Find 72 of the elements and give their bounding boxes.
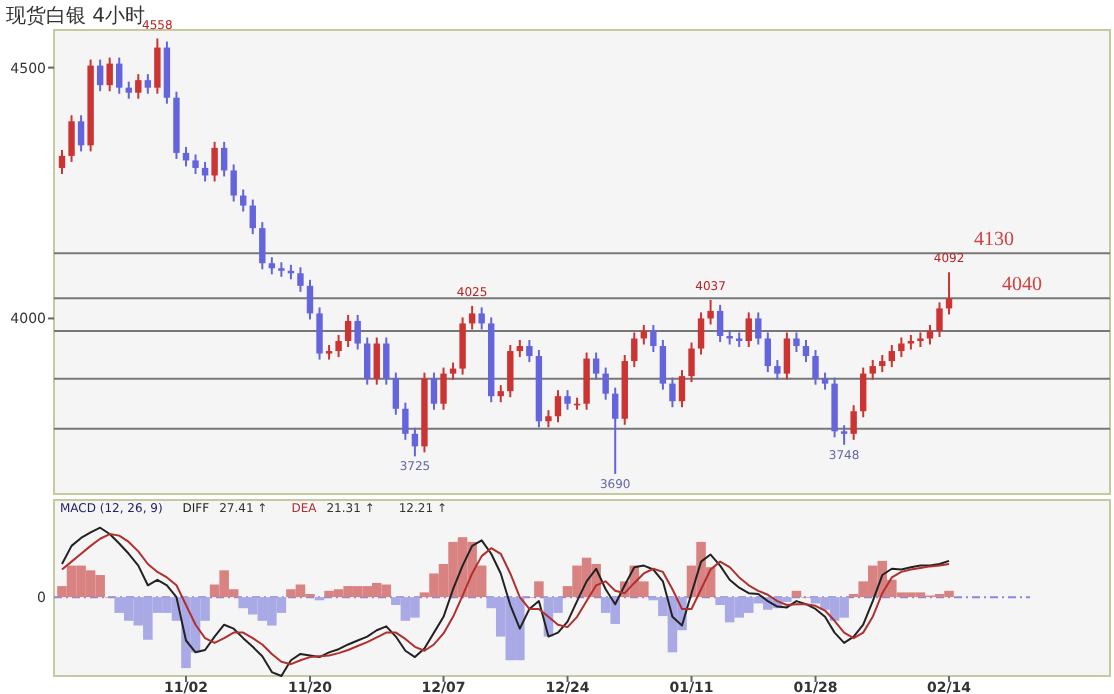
candlestick bbox=[392, 371, 400, 416]
candlestick bbox=[678, 369, 686, 409]
candlestick bbox=[335, 333, 342, 359]
candlestick bbox=[850, 404, 857, 441]
candlestick bbox=[306, 278, 314, 321]
candlestick bbox=[154, 37, 161, 95]
ref-line-label: 4130 bbox=[974, 229, 1014, 252]
candlestick bbox=[831, 376, 838, 439]
candlestick bbox=[259, 221, 266, 271]
candlestick bbox=[783, 331, 791, 381]
candlestick bbox=[802, 339, 810, 364]
candlestick bbox=[192, 153, 199, 175]
candlestick bbox=[440, 366, 447, 411]
candlestick bbox=[230, 163, 237, 203]
candlestick bbox=[583, 351, 590, 411]
candlestick bbox=[344, 313, 352, 349]
candlestick bbox=[755, 311, 762, 346]
candlestick bbox=[945, 271, 953, 316]
chart-title: 现货白银 4小时 bbox=[6, 4, 146, 28]
candlestick bbox=[936, 301, 943, 338]
candlestick bbox=[707, 298, 714, 326]
candlestick bbox=[812, 349, 819, 386]
candlestick bbox=[554, 389, 562, 424]
candlestick bbox=[774, 359, 781, 381]
candlestick bbox=[860, 366, 867, 419]
candlestick bbox=[478, 306, 485, 331]
candlestick bbox=[220, 140, 228, 178]
candlestick bbox=[68, 114, 75, 163]
candlestick bbox=[373, 336, 380, 386]
candlestick bbox=[564, 389, 571, 411]
candlestick bbox=[468, 304, 476, 331]
candlestick bbox=[764, 331, 772, 374]
candlestick bbox=[650, 323, 657, 354]
candlestick bbox=[659, 339, 667, 391]
candlestick bbox=[888, 344, 896, 369]
candlestick bbox=[612, 386, 619, 475]
candlestick bbox=[297, 266, 304, 293]
candlestick bbox=[745, 311, 752, 349]
candlestick bbox=[58, 148, 66, 175]
candlestick bbox=[144, 73, 152, 95]
candlestick bbox=[716, 303, 724, 344]
candlestick bbox=[507, 344, 514, 399]
candlestick bbox=[249, 198, 256, 236]
candlestick bbox=[411, 426, 419, 458]
candlestick bbox=[106, 56, 113, 93]
candlestick bbox=[526, 339, 533, 364]
candlestick bbox=[669, 376, 676, 409]
candlestick bbox=[77, 114, 85, 153]
candlestick bbox=[688, 341, 695, 384]
candlestick bbox=[402, 401, 409, 441]
candlestick bbox=[602, 366, 609, 401]
candlestick bbox=[592, 351, 600, 381]
candlestick bbox=[240, 188, 247, 213]
bar bbox=[534, 581, 544, 598]
candlestick bbox=[135, 73, 142, 100]
candlestick bbox=[430, 371, 438, 411]
candlestick bbox=[898, 336, 905, 359]
candlestick bbox=[869, 359, 876, 381]
candlestick bbox=[459, 316, 466, 376]
candlestick bbox=[697, 311, 705, 356]
candlestick bbox=[116, 56, 123, 95]
candlestick bbox=[211, 140, 218, 183]
candlestick bbox=[383, 336, 390, 386]
candlestick bbox=[354, 313, 361, 351]
candlestick bbox=[631, 331, 638, 369]
ref-line-label: 4040 bbox=[1002, 274, 1042, 297]
candlestick bbox=[793, 331, 800, 354]
candlestick bbox=[96, 58, 104, 93]
candlestick bbox=[316, 306, 323, 361]
candlestick bbox=[364, 336, 371, 386]
candlestick bbox=[840, 424, 848, 446]
bar bbox=[791, 590, 802, 598]
